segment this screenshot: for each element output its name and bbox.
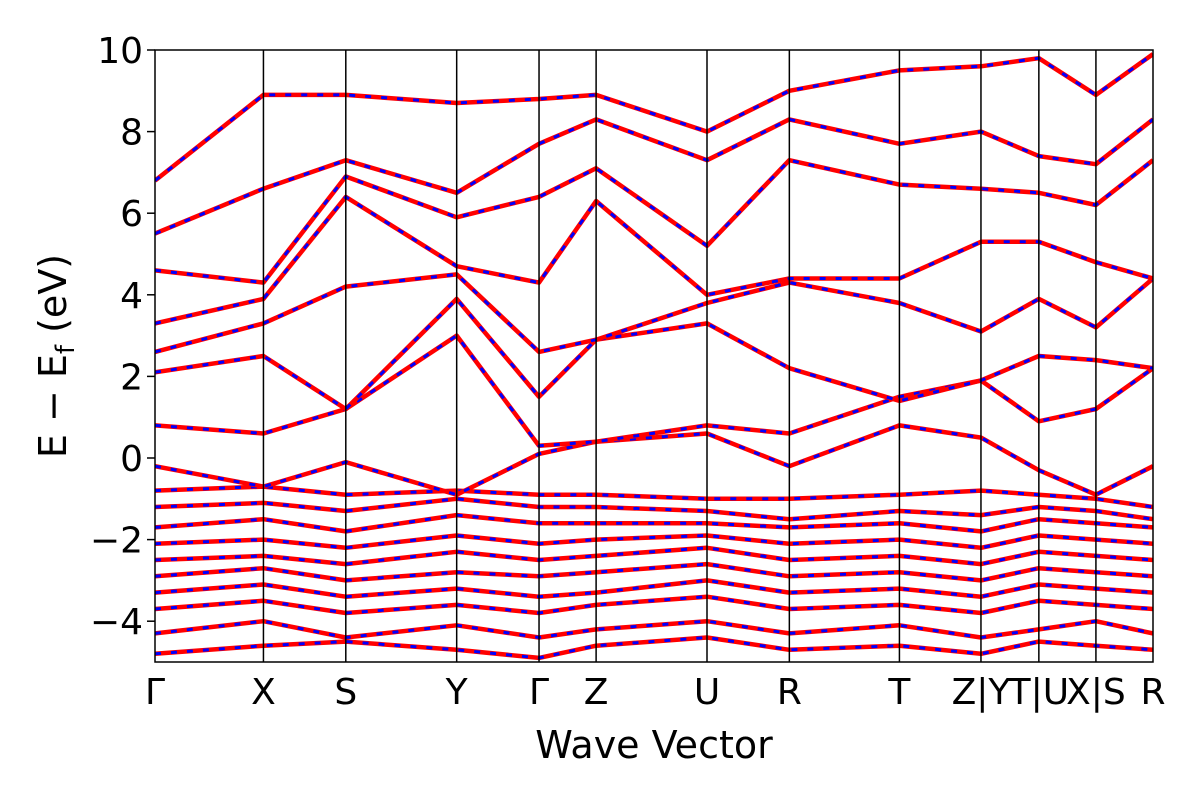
x-tick-label-1: Γ — [145, 672, 165, 713]
x-tick-label-12: X|S — [1066, 672, 1126, 713]
x-tick-label-3: S — [334, 672, 357, 713]
y-tick-label-4: 4 — [120, 276, 143, 317]
kpoint-lines — [262, 50, 1097, 662]
x-tick-label-9: T — [887, 672, 911, 713]
plot-frame — [154, 49, 1154, 663]
x-tick-label-4: Y — [445, 672, 469, 713]
y-axis-label-subscript: f — [51, 344, 81, 354]
x-axis: Γ X S Y Γ Z U R T Z|YT|UX|S R — [145, 672, 1166, 713]
x-tick-label-6: Z — [584, 672, 609, 713]
y-tick-label-1: 10 — [97, 31, 143, 72]
x-axis-label: Wave Vector — [535, 723, 773, 767]
x-tick-label-10: Z|Y — [952, 672, 1012, 713]
x-tick-label-8: R — [777, 672, 802, 713]
plot-area — [154, 49, 1154, 663]
y-axis-label: E − Ef (eV) — [31, 254, 81, 458]
y-tick-label-5: 2 — [120, 357, 143, 398]
x-tick-label-13: R — [1140, 672, 1165, 713]
x-tick-label-2: X — [251, 672, 276, 713]
y-tick-label-3: 6 — [120, 194, 143, 235]
y-tick-label-6: 0 — [120, 439, 143, 480]
x-tick-label-11: T|U — [1008, 672, 1069, 713]
x-tick-label-7: U — [694, 672, 720, 713]
y-tick-label-7: −2 — [90, 521, 143, 562]
y-tick-label-2: 8 — [120, 113, 143, 154]
y-axis: 10 8 6 4 2 0 −2 −4 — [90, 31, 155, 643]
y-tick-label-8: −4 — [90, 602, 143, 643]
y-axis-label-main: E − E — [31, 354, 75, 458]
x-tick-label-5: Γ — [529, 672, 549, 713]
y-axis-label-unit: (eV) — [31, 254, 75, 345]
